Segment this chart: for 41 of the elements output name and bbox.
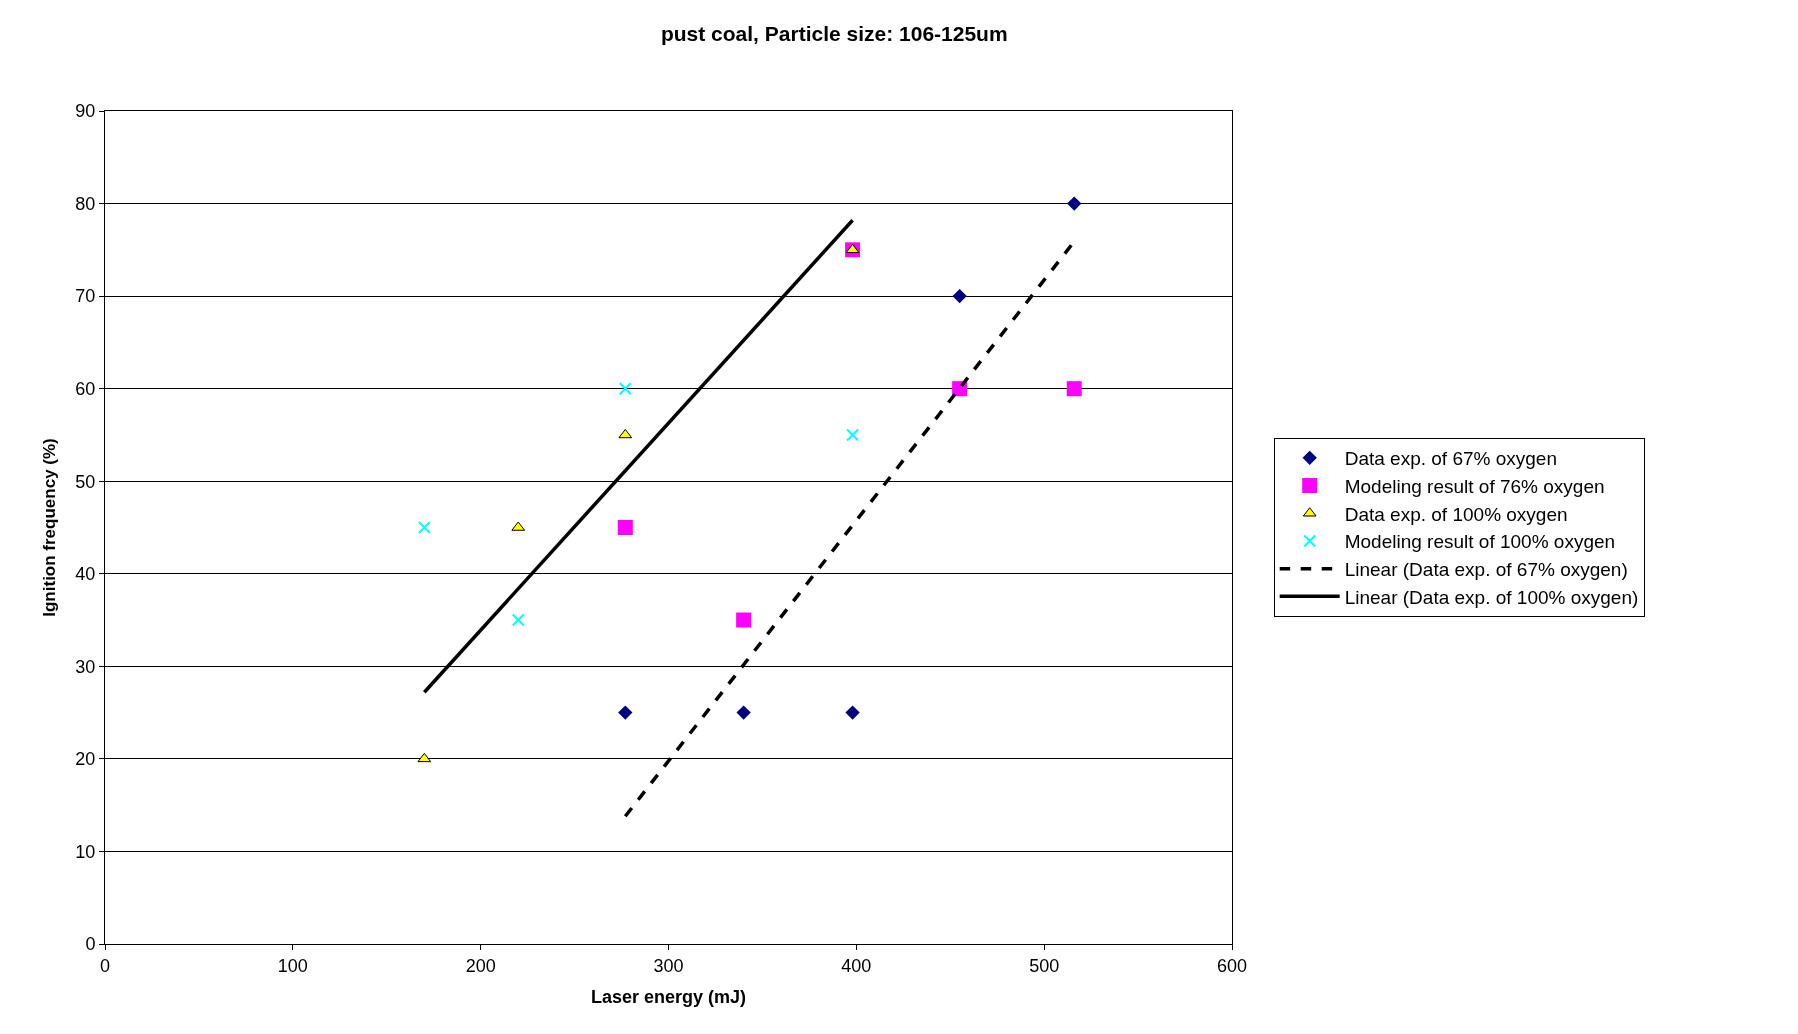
point [618,428,633,439]
y-tick-label: 70 [75,286,96,307]
y-tick-label: 20 [75,749,96,770]
y-tick-label: 0 [85,934,96,955]
x-tick-label: 300 [653,955,684,976]
y-tick-label: 60 [75,378,96,399]
point [511,613,525,627]
y-axis-title: Ignition frequency (%) [39,438,59,617]
y-tick-label: 10 [75,841,96,862]
x-tick-label: 200 [465,955,496,976]
point [617,520,633,535]
y-tick-label: 30 [75,656,96,677]
x-tick-label: 0 [99,955,111,976]
y-tick-label: 90 [75,101,96,122]
point [952,288,967,304]
point [736,612,752,628]
point [417,521,431,534]
legend-label: Modeling result of 100% oxygen [1344,531,1616,553]
point [846,428,860,442]
point [1066,381,1082,397]
legend-label: Linear (Data exp. of 67% oxygen) [1344,559,1628,581]
point [618,705,633,720]
point [845,243,860,254]
point [845,705,860,720]
x-tick-label: 500 [1029,955,1060,976]
y-tick-label: 50 [75,471,96,492]
x-tick-label: 400 [841,955,872,976]
y-tick-label: 80 [75,193,96,214]
point [1067,196,1082,211]
x-axis-title: Laser energy (mJ) [590,986,747,1007]
point [618,382,632,396]
legend-label: Data exp. of 67% oxygen [1344,448,1558,470]
y-tick-label: 40 [75,564,96,585]
chart-title: pust coal, Particle size: 106-125um [660,21,1008,45]
x-tick-label: 600 [1216,955,1248,976]
legend-label: Data exp. of 100% oxygen [1344,503,1568,525]
legend-label: Modeling result of 76% oxygen [1344,475,1605,497]
point [736,705,751,720]
legend-label: Linear (Data exp. of 100% oxygen) [1344,586,1639,608]
point [417,752,432,763]
x-tick-label: 100 [277,955,308,976]
